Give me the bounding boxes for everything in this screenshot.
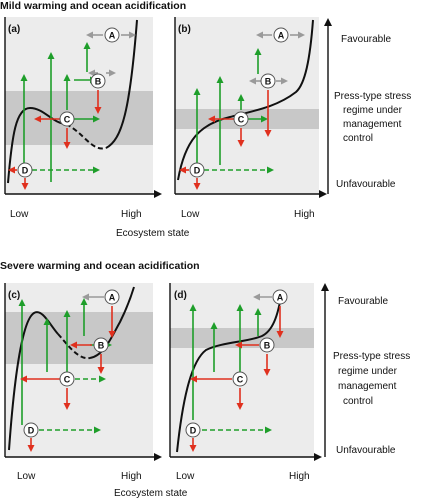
panel-b-high-label: High xyxy=(294,209,315,220)
panel-a-high-label: High xyxy=(121,209,142,220)
panel-b-low-label: Low xyxy=(181,209,200,220)
panel-a-node-d: D xyxy=(17,162,33,178)
bottom-regime-line-2: regime under xyxy=(338,366,398,377)
panel-b-curve xyxy=(177,19,314,181)
panel-c: A B C D (c) Low High xyxy=(4,283,162,482)
svg-text:C: C xyxy=(237,375,244,385)
svg-text:B: B xyxy=(264,341,271,351)
svg-text:C: C xyxy=(64,375,71,385)
panel-a-stress-band xyxy=(5,91,153,145)
panel-b: A B C D (b) Low High xyxy=(174,17,327,220)
panel-c-low-label: Low xyxy=(17,471,36,482)
top-regime-line-4: control xyxy=(343,133,373,144)
svg-text:B: B xyxy=(265,77,272,87)
panel-c-node-c: C xyxy=(59,371,75,387)
right-axis-top: Favourable Press-type stress regime unde… xyxy=(324,18,411,194)
panel-c-high-label: High xyxy=(121,471,142,482)
panel-a-curve-stable-upper xyxy=(105,19,138,149)
panel-c-stress-band xyxy=(5,312,153,364)
panel-a-low-label: Low xyxy=(10,209,29,220)
svg-text:A: A xyxy=(278,31,285,41)
top-heading: Mild warming and ocean acidification xyxy=(0,0,187,12)
top-regime-line-1: Press-type stress xyxy=(334,91,411,102)
bottom-heading: Severe warming and ocean acidification xyxy=(0,260,200,272)
panel-d-node-c: C xyxy=(232,371,248,387)
panel-d-low-label: Low xyxy=(176,471,195,482)
bottom-favourable-label: Favourable xyxy=(338,296,388,307)
svg-text:A: A xyxy=(109,31,116,41)
svg-text:A: A xyxy=(277,293,284,303)
panel-c-node-a: A xyxy=(104,289,120,305)
svg-text:A: A xyxy=(109,293,116,303)
panel-b-node-d: D xyxy=(189,162,205,178)
panel-d-node-b: B xyxy=(259,337,275,353)
svg-text:D: D xyxy=(22,166,29,176)
top-x-title: Ecosystem state xyxy=(116,228,190,239)
panel-d-label: (d) xyxy=(174,290,187,301)
bottom-x-title: Ecosystem state xyxy=(114,488,188,499)
panel-b-label: (b) xyxy=(178,24,191,35)
top-unfavourable-label: Unfavourable xyxy=(336,179,396,190)
panel-c-node-b: B xyxy=(93,337,109,353)
panel-a-node-b: B xyxy=(90,73,106,89)
right-axis-bottom: Favourable Press-type stress regime unde… xyxy=(321,283,410,457)
panel-c-node-d: D xyxy=(23,422,39,438)
bottom-regime-line-4: control xyxy=(343,396,373,407)
panel-a-node-c: C xyxy=(59,111,75,127)
panel-d-node-a: A xyxy=(272,289,288,305)
panel-d-curve xyxy=(176,289,283,453)
panel-a: A B C D (a) Low High xyxy=(4,17,162,220)
svg-text:C: C xyxy=(64,115,71,125)
panel-d-high-label: High xyxy=(289,471,310,482)
top-regime-line-3: management xyxy=(343,119,402,130)
top-favourable-label: Favourable xyxy=(341,34,391,45)
panel-a-curve-unstable xyxy=(65,123,107,150)
panel-a-label: (a) xyxy=(8,24,20,35)
svg-text:B: B xyxy=(98,341,105,351)
svg-text:D: D xyxy=(194,166,201,176)
panel-c-label: (c) xyxy=(8,290,20,301)
panel-c-curve-unstable xyxy=(57,333,91,360)
panel-b-node-b: B xyxy=(260,73,276,89)
panel-d-node-d: D xyxy=(185,422,201,438)
svg-text:B: B xyxy=(95,77,102,87)
panel-d: A B C D (d) Low High xyxy=(169,283,322,482)
panel-b-node-a: A xyxy=(273,27,289,43)
top-regime-line-2: regime under xyxy=(343,105,403,116)
svg-text:D: D xyxy=(190,426,197,436)
panel-a-node-a: A xyxy=(104,27,120,43)
panel-b-node-c: C xyxy=(233,111,249,127)
bottom-unfavourable-label: Unfavourable xyxy=(336,445,396,456)
svg-text:D: D xyxy=(28,426,35,436)
svg-text:C: C xyxy=(238,115,245,125)
bottom-regime-line-3: management xyxy=(338,381,397,392)
bottom-regime-line-1: Press-type stress xyxy=(333,351,410,362)
